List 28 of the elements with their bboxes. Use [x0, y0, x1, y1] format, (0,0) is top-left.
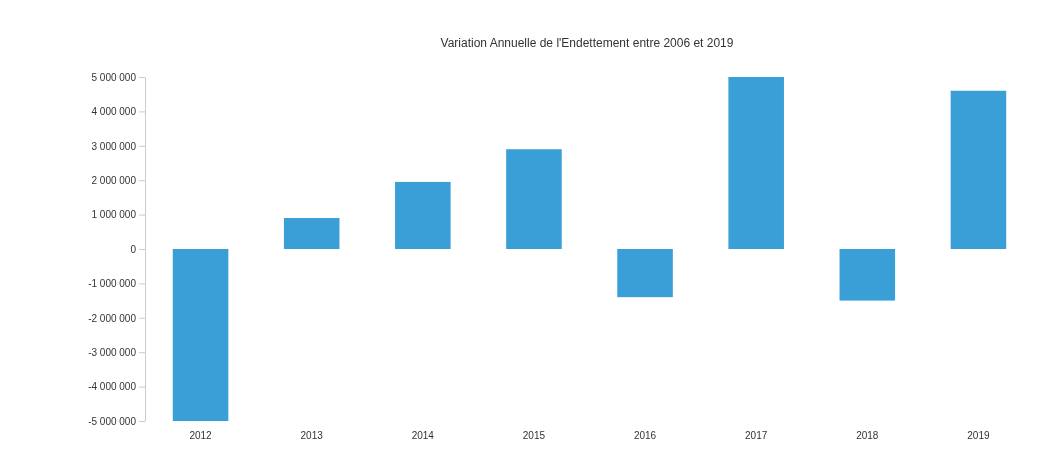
bar — [839, 249, 896, 301]
bar — [506, 149, 562, 249]
y-tick-label: 0 — [130, 243, 137, 255]
bar — [950, 90, 1007, 249]
bar — [728, 77, 784, 249]
y-tick-label: -5 000 000 — [88, 415, 137, 427]
bar — [617, 249, 673, 298]
x-tick-label: 2016 — [633, 430, 657, 442]
y-tick-label: -3 000 000 — [88, 346, 137, 358]
bar — [283, 218, 340, 249]
y-tick-label: 4 000 000 — [91, 106, 137, 118]
x-tick-label: 2018 — [856, 430, 879, 442]
y-tick-label: 5 000 000 — [91, 71, 137, 83]
x-tick-label: 2019 — [967, 430, 990, 442]
y-tick-label: -1 000 000 — [88, 278, 137, 290]
x-tick-label: 2017 — [745, 430, 768, 442]
y-tick-label: -2 000 000 — [88, 312, 137, 324]
chart-title: Variation Annuelle de l'Endettement entre 2006 et 2019 — [440, 36, 734, 50]
x-tick-label: 2013 — [300, 430, 324, 442]
x-tick-label: 2012 — [189, 430, 213, 442]
y-tick-label: 2 000 000 — [91, 174, 137, 186]
x-tick-label: 2015 — [522, 430, 546, 442]
bar — [172, 249, 229, 421]
y-tick-label: -4 000 000 — [88, 381, 137, 393]
bar — [395, 181, 451, 249]
y-tick-label: 3 000 000 — [91, 140, 137, 152]
y-tick-label: 1 000 000 — [91, 209, 137, 221]
x-tick-label: 2014 — [411, 430, 435, 442]
